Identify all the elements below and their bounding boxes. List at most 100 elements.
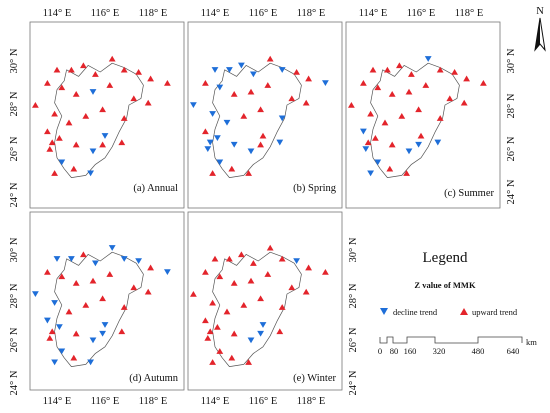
upward-trend-marker	[305, 75, 312, 82]
upward-trend-marker	[245, 359, 252, 365]
legend: Legend Z value of MMK decline trend upwa…	[380, 250, 518, 317]
upward-trend-marker	[89, 277, 97, 284]
upward-trend-marker	[288, 95, 296, 102]
decline-trend-marker	[58, 159, 66, 166]
decline-trend-marker	[68, 256, 75, 262]
decline-trend-marker	[415, 141, 422, 148]
panel-title: (c) Summer	[444, 188, 494, 199]
decline-trend-marker	[278, 115, 286, 122]
region-boundary	[54, 251, 144, 367]
upward-trend-marker	[230, 330, 238, 337]
upward-trend-marker	[257, 141, 264, 148]
upward-trend-marker	[82, 301, 90, 308]
upward-trend-marker	[32, 101, 39, 108]
upward-trend-marker	[51, 110, 58, 117]
decline-trend-icon	[380, 308, 388, 315]
decline-trend-marker	[99, 330, 106, 337]
panel-frame	[187, 21, 343, 209]
upward-trend-marker	[384, 66, 391, 73]
decline-trend-marker	[101, 322, 109, 328]
scale-label-80: 80	[390, 346, 399, 356]
upward-trend-marker	[264, 271, 272, 277]
stations-panel-b	[190, 55, 329, 178]
decline-trend-marker	[250, 71, 257, 78]
lat-label-left-6: 28° N	[9, 283, 20, 308]
upward-trend-marker	[250, 260, 257, 266]
lon-label-bottom-6: 118° E	[297, 396, 326, 407]
upward-trend-marker	[422, 82, 430, 88]
lon-label-bottom-3: 118° E	[139, 396, 168, 407]
upward-trend-marker	[120, 66, 128, 73]
upward-trend-marker	[278, 255, 286, 262]
upward-trend-marker	[58, 273, 66, 280]
upward-trend-marker	[202, 79, 209, 86]
lon-label-bottom-2: 116° E	[91, 396, 120, 407]
upward-trend-marker	[82, 112, 90, 119]
upward-trend-marker	[99, 106, 106, 113]
upward-trend-marker	[322, 268, 329, 275]
upward-trend-marker	[436, 66, 444, 73]
upward-trend-marker	[245, 170, 252, 176]
map-panel-a: (a) Annual	[29, 21, 185, 209]
upward-trend-marker	[106, 82, 114, 88]
decline-trend-marker	[204, 146, 212, 153]
upward-trend-marker	[72, 330, 80, 337]
decline-trend-marker	[362, 146, 370, 153]
upward-trend-marker	[99, 141, 106, 148]
decline-trend-marker	[53, 256, 61, 262]
upward-trend-marker	[238, 251, 245, 258]
upward-trend-marker	[396, 62, 403, 69]
decline-trend-marker	[92, 260, 99, 267]
upward-trend-marker	[48, 139, 56, 146]
upward-trend-marker	[388, 90, 396, 97]
lat-label-left-8: 24° N	[9, 370, 20, 395]
decline-trend-marker	[230, 141, 238, 148]
upward-trend-marker	[257, 295, 264, 302]
decline-trend-marker	[424, 56, 432, 62]
upward-trend-marker	[190, 290, 197, 297]
decline-trend-marker	[257, 330, 264, 337]
lat-label-right-3: 26° N	[506, 136, 517, 161]
upward-trend-marker	[130, 95, 138, 102]
decline-trend-marker	[211, 67, 219, 73]
panel-title: (b) Spring	[293, 183, 337, 194]
decline-trend-marker	[190, 102, 197, 109]
upward-trend-marker	[266, 55, 274, 62]
upward-trend-marker	[216, 273, 224, 280]
upward-trend-marker	[463, 75, 470, 82]
lon-label-top-7: 114° E	[359, 8, 388, 19]
upward-trend-marker	[202, 268, 209, 275]
decline-trend-marker	[278, 67, 286, 73]
decline-trend-marker	[120, 256, 128, 262]
upward-trend-marker	[278, 304, 286, 310]
decline-trend-marker	[56, 324, 63, 331]
upward-trend-marker	[202, 317, 209, 324]
upward-trend-marker	[135, 68, 142, 75]
upward-trend-marker	[118, 139, 126, 146]
upward-trend-marker	[247, 88, 255, 95]
upward-trend-marker	[44, 128, 51, 135]
upward-trend-marker	[202, 128, 209, 135]
upward-trend-marker	[206, 328, 214, 335]
upward-trend-label: upward trend	[472, 307, 518, 317]
lat-label-left-4: 24° N	[9, 182, 20, 207]
upward-trend-marker	[164, 79, 171, 86]
decline-trend-marker	[58, 348, 66, 355]
upward-trend-marker	[436, 115, 444, 121]
upward-trend-marker	[72, 90, 80, 97]
stations-panel-a	[32, 55, 171, 178]
upward-trend-marker	[106, 271, 114, 277]
stations-panel-e	[190, 244, 329, 367]
decline-trend-marker	[87, 359, 94, 366]
upward-trend-marker	[460, 99, 468, 106]
lon-label-bottom-5: 116° E	[249, 396, 278, 407]
upward-trend-marker	[147, 264, 154, 271]
decline-trend-marker	[374, 159, 382, 166]
upward-trend-marker	[144, 288, 152, 295]
upward-trend-marker	[228, 354, 236, 361]
decline-trend-marker	[259, 322, 267, 328]
upward-trend-marker	[48, 328, 56, 335]
lon-label-top-5: 116° E	[249, 8, 278, 19]
upward-trend-marker	[209, 299, 216, 306]
upward-trend-marker	[386, 165, 394, 172]
